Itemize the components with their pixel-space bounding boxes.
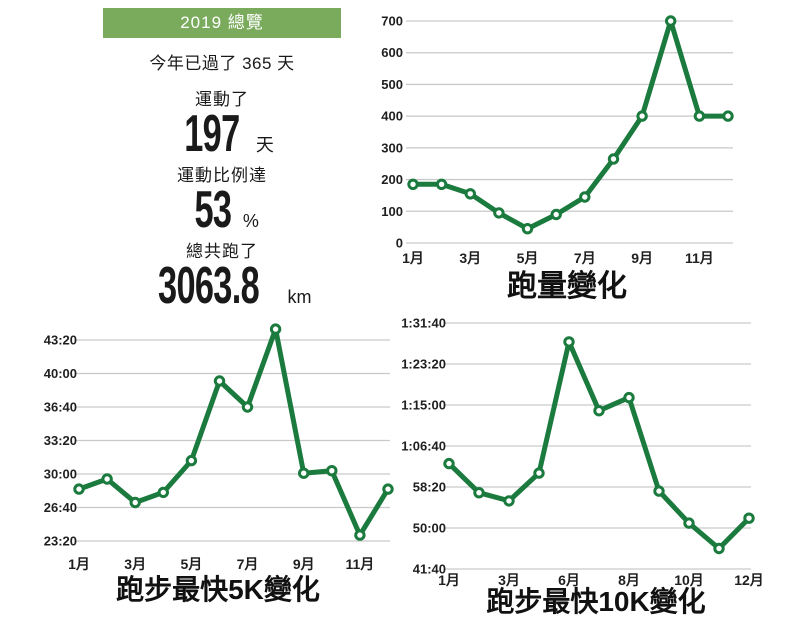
data-point	[464, 188, 477, 200]
x-tick-label: 11月	[346, 556, 375, 572]
stat-value-exercised-days: 197 天	[42, 105, 402, 163]
running-volume-chart-title: 跑量變化	[507, 270, 627, 303]
year-banner: 2019 總覽	[103, 8, 341, 38]
data-point	[73, 483, 85, 495]
y-tick-label: 23:20	[44, 534, 77, 549]
data-point	[157, 486, 170, 499]
data-point	[693, 110, 706, 122]
fastest-10k-chart-title: 跑步最快10K變化	[486, 586, 706, 617]
y-tick-label: 1:06:40	[401, 439, 446, 454]
y-tick-label: 33:20	[44, 433, 77, 448]
x-tick-label: 1月	[438, 572, 460, 588]
x-tick-label: 5月	[180, 556, 202, 572]
data-line	[446, 339, 752, 551]
x-tick-label: 7月	[237, 556, 259, 572]
stat-value-exercise-ratio: 53%	[42, 181, 402, 239]
days-elapsed-text: 今年已過了 365 天	[149, 54, 295, 73]
exercise-ratio-number: 53	[194, 181, 233, 239]
data-point	[503, 495, 515, 507]
exercised-days-number: 197	[184, 105, 240, 163]
y-tick-label: 0	[396, 236, 403, 251]
y-tick-label: 1:23:20	[401, 357, 446, 372]
x-tick-label: 3月	[124, 556, 146, 572]
fastest-5k-chart-title: 跑步最快5K變化	[116, 574, 320, 605]
data-point	[129, 496, 141, 509]
x-tick-label: 6月	[558, 572, 580, 588]
data-point	[407, 178, 419, 191]
data-point	[269, 323, 282, 335]
x-tick-label: 3月	[498, 572, 520, 588]
stat-label-exercised-days: 運動了	[195, 90, 249, 109]
data-point	[382, 483, 394, 495]
data-point	[665, 15, 677, 27]
data-point	[326, 465, 338, 477]
data-point	[653, 485, 665, 497]
data-point	[493, 207, 505, 219]
data-point	[185, 454, 198, 467]
data-line	[76, 326, 391, 538]
summary-panel: 2019 總覽 今年已過了 365 天 運動了 197 天 運動比例達 53% 總…	[42, 8, 402, 315]
data-point	[241, 401, 254, 413]
fastest-10k-chart: 41:40 50:00 58:20 1:06:40 1:15:00 1:23:20 1:31…	[401, 316, 764, 589]
x-tick-label: 1月	[68, 556, 90, 572]
y-tick-label: 100	[381, 204, 403, 219]
data-point	[521, 223, 534, 235]
fastest-5k-chart: 23:20 26:40 30:00 33:20 36:40 40:00 43:20 1月 3月 5…	[44, 323, 394, 572]
stat-label-total-distance: 總共跑了	[186, 242, 258, 261]
y-tick-label: 58:20	[413, 480, 446, 495]
data-point	[101, 473, 113, 485]
x-tick-label: 8月	[618, 572, 640, 588]
exercised-days-unit: 天	[255, 135, 274, 155]
y-tick-label: 200	[381, 172, 403, 187]
data-point	[743, 512, 755, 524]
y-tick-label: 36:40	[44, 400, 77, 415]
x-tick-label: 10月	[674, 572, 704, 588]
data-point	[473, 487, 485, 499]
y-tick-label: 700	[381, 14, 403, 29]
x-tick-label: 5月	[517, 250, 539, 266]
y-tick-label: 26:40	[44, 500, 77, 515]
data-point	[579, 191, 591, 203]
stat-value-total-distance: 3063.8 km	[42, 257, 402, 315]
data-point	[354, 529, 366, 541]
data-point	[435, 178, 448, 191]
total-distance-unit: km	[287, 287, 312, 307]
y-tick-label: 1:31:40	[401, 316, 446, 331]
data-point	[683, 517, 695, 529]
x-tick-label: 7月	[574, 250, 596, 266]
data-point	[713, 542, 725, 555]
stat-label-exercise-ratio: 運動比例達	[177, 166, 267, 185]
data-point	[298, 467, 310, 479]
x-tick-label: 9月	[293, 556, 315, 572]
y-tick-label: 40:00	[44, 366, 77, 381]
x-tick-label: 3月	[459, 250, 481, 266]
x-tick-label: 9月	[631, 250, 653, 266]
data-point	[533, 467, 545, 479]
y-tick-label: 300	[381, 140, 403, 155]
data-point	[607, 153, 620, 165]
data-point	[623, 391, 635, 404]
x-tick-label: 1月	[402, 250, 424, 266]
y-tick-label: 400	[381, 109, 403, 124]
y-tick-label: 43:20	[44, 333, 77, 348]
y-tick-label: 1:15:00	[401, 398, 446, 413]
y-tick-label: 30:00	[44, 467, 77, 482]
y-tick-label: 41:40	[413, 562, 446, 577]
data-point	[213, 375, 226, 387]
y-tick-label: 600	[381, 45, 403, 60]
y-tick-label: 50:00	[413, 521, 446, 536]
y-tick-label: 500	[381, 77, 403, 92]
data-point	[593, 405, 605, 417]
total-distance-number: 3063.8	[158, 257, 260, 315]
exercise-ratio-unit: %	[242, 211, 259, 231]
data-point	[722, 110, 734, 122]
x-tick-label: 12月	[734, 572, 764, 588]
x-tick-label: 11月	[685, 250, 714, 266]
data-point	[443, 457, 455, 470]
running-volume-chart: 0 100 200 300 400 500 600 700 1月 3月 5月 7月 9月 11月	[381, 14, 734, 266]
data-point	[563, 336, 575, 348]
data-point	[550, 208, 562, 221]
data-point	[636, 110, 648, 122]
